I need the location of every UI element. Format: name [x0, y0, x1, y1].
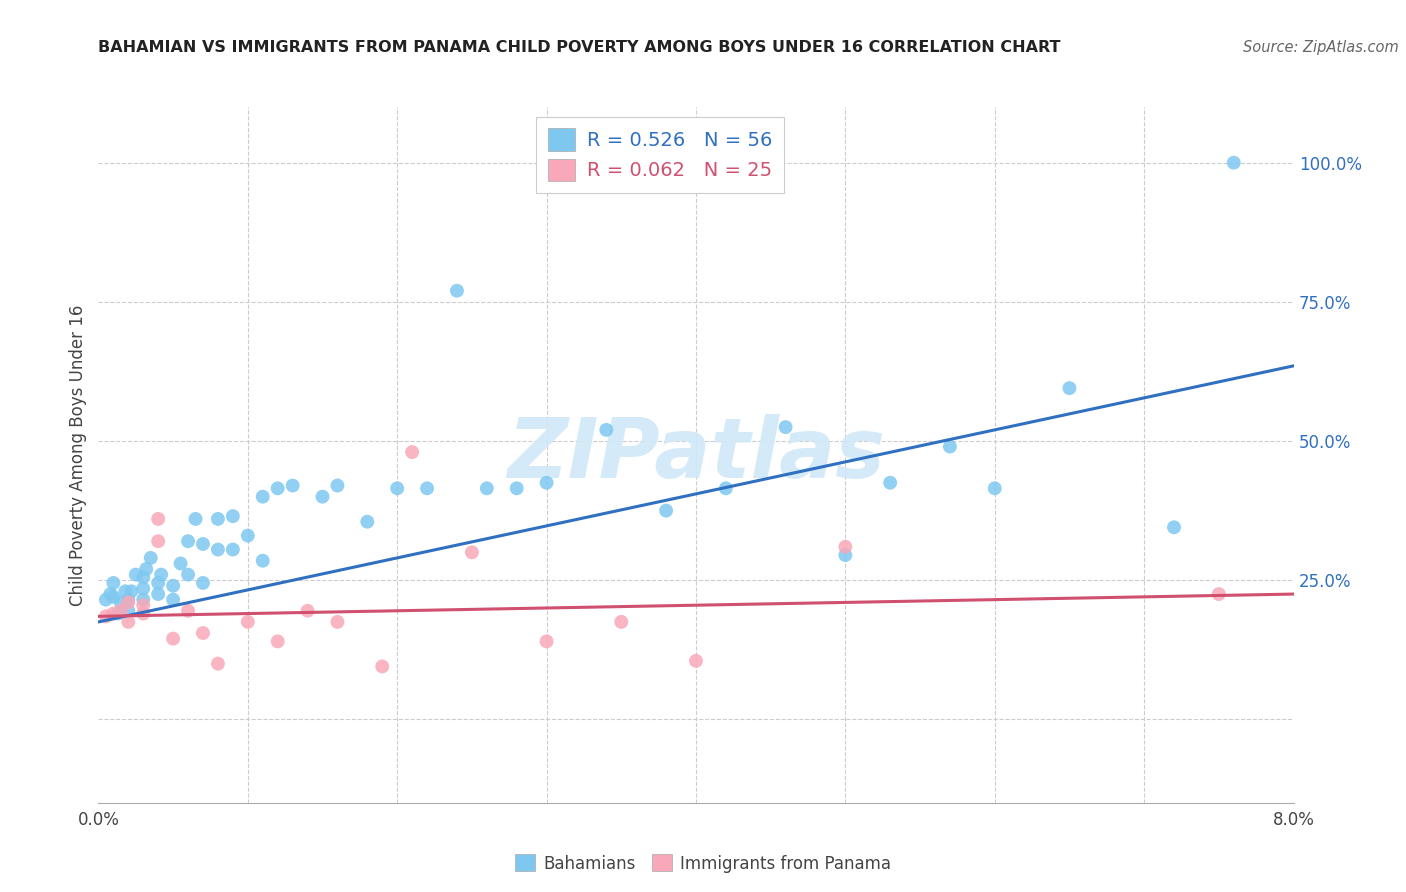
- Point: [222, 542, 245, 557]
- Point: [94, 592, 117, 607]
- Point: [1059, 381, 1081, 395]
- Text: BAHAMIAN VS IMMIGRANTS FROM PANAMA CHILD POVERTY AMONG BOYS UNDER 16 CORRELATION: BAHAMIAN VS IMMIGRANTS FROM PANAMA CHILD…: [98, 40, 1062, 55]
- Point: [416, 481, 439, 495]
- Point: [536, 475, 558, 490]
- Point: [939, 440, 962, 454]
- Point: [685, 654, 707, 668]
- Point: [162, 632, 184, 646]
- Point: [110, 595, 132, 609]
- Point: [114, 584, 136, 599]
- Point: [98, 587, 122, 601]
- Point: [191, 576, 214, 591]
- Text: Source: ZipAtlas.com: Source: ZipAtlas.com: [1243, 40, 1399, 55]
- Point: [461, 545, 484, 559]
- Point: [1163, 520, 1185, 534]
- Point: [162, 579, 184, 593]
- Point: [110, 604, 132, 618]
- Point: [132, 570, 155, 584]
- Point: [117, 604, 139, 618]
- Point: [1208, 587, 1230, 601]
- Y-axis label: Child Poverty Among Boys Under 16: Child Poverty Among Boys Under 16: [69, 304, 87, 606]
- Point: [356, 515, 378, 529]
- Point: [207, 512, 229, 526]
- Point: [207, 657, 229, 671]
- Legend: R = 0.526   N = 56, R = 0.062   N = 25: R = 0.526 N = 56, R = 0.062 N = 25: [536, 117, 785, 193]
- Legend: Bahamians, Immigrants from Panama: Bahamians, Immigrants from Panama: [508, 847, 898, 880]
- Point: [475, 481, 498, 495]
- Point: [103, 576, 125, 591]
- Point: [177, 534, 200, 549]
- Point: [879, 475, 901, 490]
- Point: [107, 607, 129, 621]
- Point: [132, 592, 155, 607]
- Point: [117, 592, 139, 607]
- Point: [150, 567, 173, 582]
- Point: [236, 528, 259, 542]
- Point: [714, 481, 737, 495]
- Point: [236, 615, 259, 629]
- Point: [267, 481, 290, 495]
- Point: [103, 607, 125, 621]
- Point: [401, 445, 423, 459]
- Point: [177, 604, 200, 618]
- Point: [655, 503, 678, 517]
- Point: [148, 534, 170, 549]
- Point: [371, 659, 394, 673]
- Point: [297, 604, 319, 618]
- Point: [132, 598, 155, 612]
- Point: [169, 557, 191, 571]
- Point: [446, 284, 468, 298]
- Point: [132, 607, 155, 621]
- Point: [191, 537, 214, 551]
- Point: [120, 584, 142, 599]
- Point: [148, 587, 170, 601]
- Point: [326, 478, 349, 492]
- Point: [125, 567, 148, 582]
- Point: [222, 509, 245, 524]
- Point: [506, 481, 529, 495]
- Point: [177, 567, 200, 582]
- Point: [139, 550, 162, 565]
- Point: [311, 490, 333, 504]
- Point: [595, 423, 617, 437]
- Text: ZIPatlas: ZIPatlas: [508, 415, 884, 495]
- Point: [326, 615, 349, 629]
- Point: [162, 592, 184, 607]
- Point: [834, 540, 856, 554]
- Point: [834, 548, 856, 562]
- Point: [536, 634, 558, 648]
- Point: [148, 576, 170, 591]
- Point: [148, 512, 170, 526]
- Point: [117, 615, 139, 629]
- Point: [281, 478, 304, 492]
- Point: [267, 634, 290, 648]
- Point: [103, 590, 125, 604]
- Point: [207, 542, 229, 557]
- Point: [385, 481, 409, 495]
- Point: [252, 490, 274, 504]
- Point: [191, 626, 214, 640]
- Point: [775, 420, 797, 434]
- Point: [135, 562, 157, 576]
- Point: [984, 481, 1007, 495]
- Point: [94, 609, 117, 624]
- Point: [117, 595, 139, 609]
- Point: [610, 615, 633, 629]
- Point: [252, 554, 274, 568]
- Point: [132, 582, 155, 596]
- Point: [1223, 155, 1246, 169]
- Point: [184, 512, 207, 526]
